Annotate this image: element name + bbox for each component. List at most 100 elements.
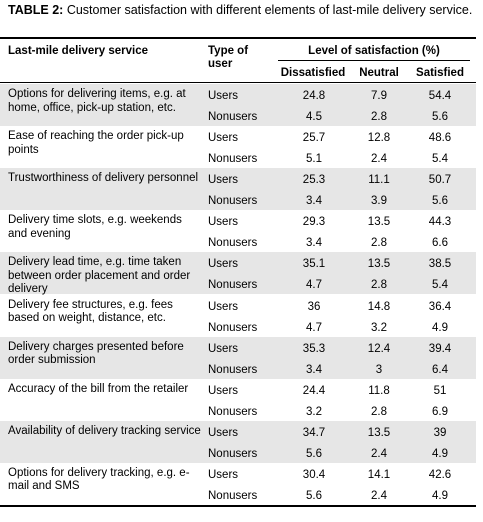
service-cell: Availability of delivery tracking servic… (8, 424, 201, 437)
top-rule (0, 37, 476, 39)
dissatisfied-cell: 3.4 (306, 363, 322, 376)
user-type-cell: Nonusers (208, 111, 258, 123)
table-row: Delivery time slots, e.g. weekends and e… (0, 210, 476, 252)
service-cell: Accuracy of the bill from the retailer (8, 382, 189, 395)
satisfied-cell: 5.4 (432, 279, 448, 292)
header-rule (0, 82, 476, 83)
satisfied-cell: 5.6 (432, 195, 448, 208)
dissatisfied-cell: 35.1 (302, 258, 326, 271)
user-type-cell: Users (208, 468, 239, 481)
service-cell: Delivery time slots, e.g. weekends and e… (8, 214, 182, 240)
table-row: Availability of delivery tracking servic… (0, 420, 476, 463)
dissatisfied-cell: 3.4 (306, 237, 322, 250)
satisfied-cell: 44.3 (428, 216, 452, 229)
dissatisfied-cell: 35.3 (302, 342, 326, 355)
user-type-cell: Users (208, 258, 239, 271)
dissatisfied-cell: 25.3 (302, 174, 326, 187)
service-cell: Options for delivering items, e.g. at ho… (8, 88, 186, 114)
neutral-cell: 2.8 (371, 405, 387, 418)
user-type-cell: Nonusers (208, 153, 258, 166)
neutral-cell: 2.4 (371, 489, 387, 502)
neutral-cell: 14.8 (367, 300, 391, 313)
header-neutral: Neutral (359, 67, 399, 79)
header-satisfaction-underline (278, 60, 470, 61)
table-row: Trustworthiness of delivery personnel Use… (0, 168, 476, 211)
user-type-cell: Nonusers (208, 489, 258, 502)
service-cell: Trustworthiness of delivery personnel (8, 172, 199, 185)
neutral-cell: 2.4 (371, 153, 387, 166)
service-cell: Options for delivery tracking, e.g. e-ma… (8, 466, 190, 493)
dissatisfied-cell: 3.2 (306, 405, 322, 418)
user-type-cell: Users (208, 384, 239, 397)
table-row: Delivery lead time, e.g. time taken betw… (0, 252, 476, 296)
dissatisfied-cell: 24.4 (302, 384, 326, 397)
neutral-cell: 7.9 (371, 90, 387, 102)
satisfied-cell: 39 (433, 426, 447, 439)
header-satisfied: Satisfied (416, 67, 464, 79)
dissatisfied-cell: 4.7 (306, 279, 322, 292)
service-cell: Delivery lead time, e.g. time taken betw… (8, 256, 191, 296)
header-satisfaction: Level of satisfaction (%) (308, 45, 440, 57)
header-dissatisfied: Dissatisfied (280, 67, 346, 79)
satisfied-cell: 5.6 (432, 111, 448, 123)
satisfied-cell: 36.4 (428, 300, 452, 313)
neutral-cell: 2.4 (371, 447, 387, 460)
neutral-cell: 13.5 (367, 426, 391, 439)
satisfied-cell: 51 (433, 384, 447, 397)
user-type-cell: Nonusers (208, 447, 258, 460)
user-type-cell: Users (208, 132, 239, 145)
satisfied-cell: 6.4 (432, 363, 448, 376)
satisfied-cell: 6.9 (432, 405, 448, 418)
dissatisfied-cell: 34.7 (302, 426, 326, 439)
dissatisfied-cell: 4.7 (306, 321, 322, 334)
satisfied-cell: 39.4 (428, 342, 452, 355)
satisfied-cell: 54.4 (428, 90, 452, 102)
user-type-cell: Users (208, 300, 239, 313)
user-type-cell: Nonusers (208, 321, 258, 334)
satisfied-cell: 4.9 (432, 489, 448, 502)
neutral-cell: 13.5 (367, 216, 391, 229)
table-row: Options for delivery tracking, e.g. e-ma… (0, 463, 476, 505)
neutral-cell: 3.9 (371, 195, 387, 208)
neutral-cell: 14.1 (367, 468, 391, 481)
satisfied-cell: 38.5 (428, 258, 452, 271)
neutral-cell: 3.2 (371, 321, 387, 334)
dissatisfied-cell: 3.4 (306, 195, 322, 208)
satisfied-cell: 4.9 (432, 321, 448, 334)
header-service: Last-mile delivery service (8, 45, 148, 57)
neutral-cell: 13.5 (367, 258, 391, 271)
user-type-cell: Nonusers (208, 195, 258, 208)
dissatisfied-cell: 36 (307, 300, 321, 313)
caption-text: Customer satisfaction with different ele… (66, 3, 473, 17)
neutral-cell: 12.8 (367, 132, 391, 145)
table-row: Delivery fee structures, e.g. fees based… (0, 295, 476, 337)
dissatisfied-cell: 5.6 (306, 447, 322, 460)
service-cell: Delivery fee structures, e.g. fees based… (8, 298, 173, 325)
satisfied-cell: 6.6 (432, 237, 448, 250)
table-row: Delivery charges presented before order … (0, 336, 476, 379)
satisfied-cell: 50.7 (428, 174, 452, 187)
header-type-line1: Type of (208, 45, 249, 57)
user-type-cell: Nonusers (208, 405, 258, 418)
service-cell: Delivery charges presented before order … (8, 340, 184, 367)
user-type-cell: Nonusers (208, 279, 258, 292)
satisfied-cell: 48.6 (428, 132, 452, 145)
neutral-cell: 2.8 (371, 279, 387, 292)
user-type-cell: Users (208, 426, 239, 439)
satisfied-cell: 42.6 (428, 468, 452, 481)
dissatisfied-cell: 4.5 (306, 111, 322, 123)
neutral-cell: 12.4 (367, 342, 391, 355)
user-type-cell: Users (208, 342, 239, 355)
table-row: Options for delivering items, e.g. at ho… (0, 84, 476, 126)
user-type-cell: Nonusers (208, 363, 258, 376)
neutral-cell: 2.8 (371, 111, 387, 123)
table-row: Accuracy of the bill from the retailer Us… (0, 379, 476, 421)
neutral-cell: 3 (375, 363, 383, 376)
user-type-cell: Nonusers (208, 237, 258, 250)
table-caption: TABLE 2: Customer satisfaction with diff… (8, 3, 476, 17)
user-type-cell: Users (208, 174, 239, 187)
user-type-cell: Users (208, 216, 239, 229)
satisfied-cell: 4.9 (432, 447, 448, 460)
user-type-cell: Users (208, 90, 239, 102)
